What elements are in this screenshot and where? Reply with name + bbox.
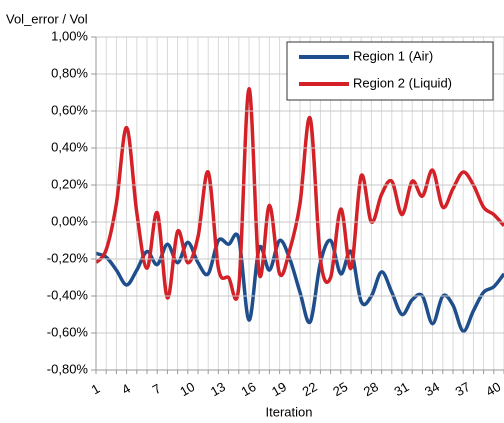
x-tick-label: 40 <box>483 379 503 399</box>
y-tick-label: 0,60% <box>51 102 88 117</box>
x-tick-label: 31 <box>391 379 411 399</box>
x-tick-label: 34 <box>422 379 442 399</box>
x-axis-label: Iteration <box>266 404 313 419</box>
x-tick-label: 25 <box>330 379 350 399</box>
x-tick-label: 37 <box>453 379 473 399</box>
y-tick-label: -0,20% <box>47 250 89 265</box>
x-tick-label: 28 <box>361 379 381 399</box>
legend-label: Region 1 (Air) <box>353 48 433 63</box>
y-tick-label: 0,40% <box>51 139 88 154</box>
series-line <box>96 232 504 333</box>
x-tick-label: 19 <box>269 379 289 399</box>
legend-box <box>286 41 494 101</box>
y-tick-label: 0,80% <box>51 65 88 80</box>
x-tick-label: 4 <box>119 381 133 398</box>
x-tick-label: 16 <box>238 379 258 399</box>
y-tick-label: 0,20% <box>51 176 88 191</box>
series-line <box>96 87 504 301</box>
x-tick-label: 1 <box>89 381 103 398</box>
y-tick-label: 0,00% <box>51 213 88 228</box>
x-tick-label: 22 <box>300 379 320 399</box>
y-tick-label: -0,80% <box>47 361 89 376</box>
chart-title: Vol_error / Vol <box>6 11 88 26</box>
y-tick-label: -0,40% <box>47 287 89 302</box>
y-tick-label: -0,60% <box>47 324 89 339</box>
plot-area <box>96 37 504 370</box>
x-tick-label: 13 <box>208 379 228 399</box>
legend-label: Region 2 (Liquid) <box>353 75 452 90</box>
x-tick-label: 7 <box>150 381 164 398</box>
x-tick-label: 10 <box>177 379 197 399</box>
y-tick-label: 1,00% <box>51 28 88 43</box>
